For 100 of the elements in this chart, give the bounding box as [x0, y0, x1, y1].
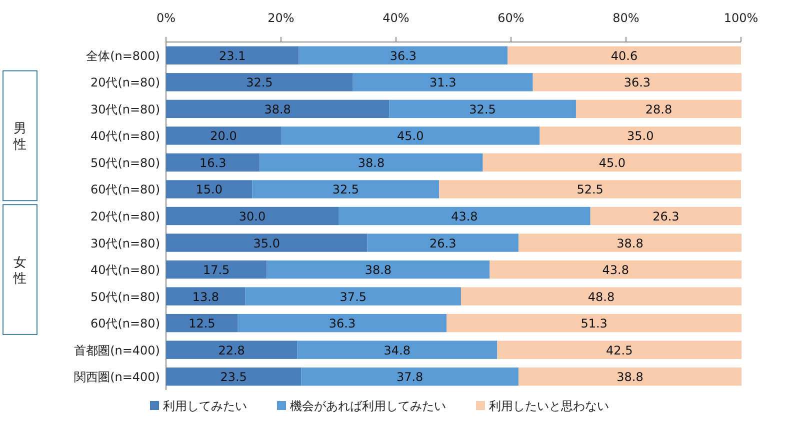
data-label: 45.0 — [397, 129, 424, 144]
bar — [497, 340, 742, 359]
data-label: 38.8 — [358, 156, 385, 170]
y-tick-label: 40代(n=80) — [90, 129, 160, 144]
bar — [338, 206, 590, 226]
data-label: 34.8 — [384, 343, 411, 358]
y-tick-label: 全体(n=800) — [86, 48, 160, 63]
data-label: 26.3 — [652, 210, 680, 224]
bar — [252, 180, 440, 198]
data-label: 36.3 — [390, 48, 417, 63]
bar — [166, 46, 299, 64]
bar — [460, 287, 742, 306]
bar — [352, 73, 533, 92]
data-label: 23.5 — [220, 370, 247, 384]
bar — [518, 368, 742, 386]
data-label: 26.3 — [430, 236, 456, 250]
legend-label: 利用してみたい — [163, 399, 247, 413]
data-label: 32.5 — [332, 182, 360, 197]
bar — [166, 73, 353, 92]
data-label: 20.0 — [210, 129, 237, 144]
bar — [508, 46, 741, 64]
bar — [446, 314, 742, 332]
data-label: 32.5 — [246, 76, 273, 90]
bar — [166, 287, 246, 306]
x-tick-label: 20% — [268, 11, 294, 25]
data-label: 37.5 — [340, 290, 367, 304]
data-label: 30.0 — [238, 210, 266, 224]
bar — [576, 100, 742, 118]
data-label: 15.0 — [196, 182, 222, 197]
bar — [166, 100, 390, 118]
bar — [166, 126, 281, 145]
y-tick-label: 20代(n=80) — [90, 76, 160, 90]
bar — [532, 73, 742, 92]
data-label: 38.8 — [616, 370, 644, 384]
bar — [238, 314, 447, 332]
data-label: 28.8 — [645, 102, 672, 116]
bar — [297, 340, 498, 359]
data-label: 23.1 — [219, 48, 246, 63]
y-tick-label: 60代(n=80) — [90, 182, 160, 197]
data-label: 40.6 — [610, 48, 638, 63]
bar — [266, 260, 490, 279]
data-label: 22.8 — [218, 343, 245, 358]
bar — [540, 126, 741, 145]
data-label: 12.5 — [188, 316, 216, 331]
bar — [298, 46, 508, 64]
bar — [301, 368, 518, 386]
bar — [389, 100, 576, 118]
text: 男性 — [12, 122, 26, 153]
bar — [590, 206, 742, 226]
bar — [367, 234, 518, 252]
bar — [166, 234, 368, 252]
x-tick-label: 40% — [382, 11, 410, 25]
bar — [439, 180, 741, 198]
data-label: 36.3 — [328, 316, 356, 331]
bar — [518, 234, 742, 252]
bar — [482, 153, 742, 172]
y-tick-label: 40代(n=80) — [90, 263, 160, 278]
data-label: 48.8 — [588, 290, 615, 304]
y-tick-label: 20代(n=80) — [90, 210, 160, 224]
data-label: 36.3 — [624, 76, 651, 90]
data-label: 35.0 — [253, 236, 280, 250]
data-label: 17.5 — [202, 263, 230, 278]
x-tick-label: 80% — [612, 11, 640, 25]
bar — [260, 153, 483, 172]
data-label: 43.8 — [451, 210, 478, 224]
data-label: 38.8 — [364, 263, 392, 278]
text: 女性 — [12, 256, 26, 287]
bar — [166, 180, 252, 198]
bar — [166, 340, 298, 359]
bar — [490, 260, 742, 279]
bar — [281, 126, 540, 145]
data-label: 32.5 — [469, 102, 496, 116]
bar — [166, 260, 267, 279]
data-label: 13.8 — [192, 290, 220, 304]
data-label: 38.8 — [616, 236, 644, 250]
y-tick-label: 50代(n=80) — [90, 156, 160, 170]
bar — [166, 314, 238, 332]
y-tick-label: 30代(n=80) — [90, 236, 160, 250]
x-tick-label: 0% — [156, 11, 176, 25]
bar — [166, 153, 260, 172]
data-label: 38.8 — [264, 102, 291, 116]
x-tick-label: 60% — [498, 11, 524, 25]
y-tick-label: 関西圏(n=400) — [74, 370, 160, 384]
y-tick-label: 首都圏(n=400) — [74, 343, 160, 358]
data-label: 31.3 — [430, 76, 456, 90]
y-tick-label: 30代(n=80) — [90, 102, 160, 116]
data-label: 42.5 — [606, 343, 633, 358]
y-tick-label: 50代(n=80) — [90, 290, 160, 304]
bar — [166, 368, 302, 386]
bar — [245, 287, 461, 306]
bar — [166, 206, 338, 226]
data-label: 45.0 — [598, 156, 626, 170]
x-tick-label: 100% — [724, 11, 758, 25]
data-label: 37.8 — [396, 370, 424, 384]
legend-label: 機会があれば利用してみたい — [290, 399, 446, 413]
legend-label: 利用したいと思わない — [489, 399, 609, 413]
data-label: 43.8 — [602, 263, 630, 278]
data-label: 16.3 — [200, 156, 226, 170]
data-label: 35.0 — [627, 129, 654, 144]
data-label: 52.5 — [576, 182, 604, 197]
